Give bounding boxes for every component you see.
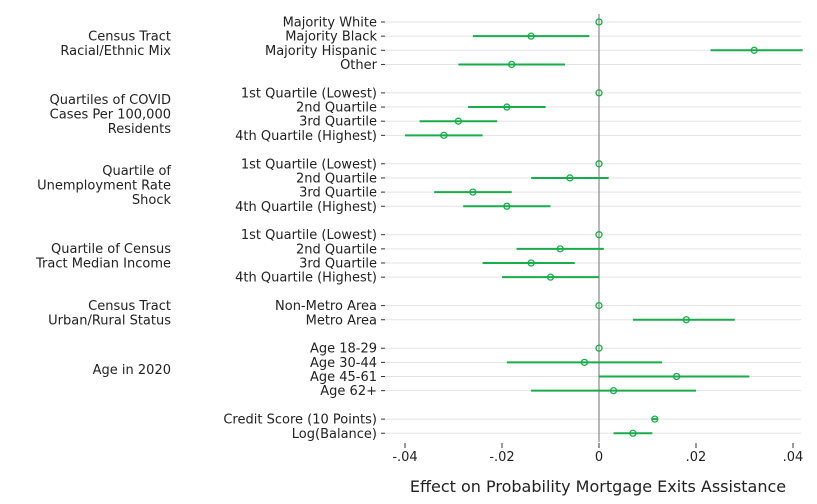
point-estimate bbox=[595, 301, 603, 310]
point-estimate bbox=[595, 231, 603, 239]
row-label: 1st Quartile (Lowest) bbox=[241, 86, 377, 101]
group-label: Tract Median Income bbox=[35, 257, 171, 272]
point-estimate bbox=[595, 344, 603, 352]
row-label: Majority White bbox=[283, 16, 377, 31]
group-label: Racial/Ethnic Mix bbox=[60, 44, 171, 59]
row-label: Age 45-61 bbox=[310, 370, 377, 385]
row-label: Age 18-29 bbox=[310, 342, 377, 357]
point-estimate bbox=[546, 273, 555, 281]
row-label: 3rd Quartile bbox=[299, 186, 377, 201]
group-label: Quartiles of COVID bbox=[50, 93, 172, 108]
row-label: Age 30-44 bbox=[310, 356, 377, 371]
group-label: Quartile of bbox=[102, 164, 171, 179]
x-tick-label: 0 bbox=[595, 450, 603, 465]
row-label: 1st Quartile (Lowest) bbox=[241, 228, 377, 243]
row-label: Age 62+ bbox=[320, 384, 377, 399]
row-label: 2nd Quartile bbox=[296, 101, 377, 116]
point-estimate bbox=[503, 103, 511, 111]
group-label: Census Tract bbox=[88, 29, 171, 44]
point-estimate bbox=[629, 429, 637, 437]
x-axis: -.04 -.02 0 .02 .04 bbox=[392, 443, 803, 465]
point-estimate bbox=[672, 372, 681, 381]
point-estimate bbox=[469, 188, 477, 196]
group-label: Unemployment Rate bbox=[37, 179, 171, 194]
x-tick-label: -.02 bbox=[489, 450, 514, 465]
point-estimate bbox=[440, 131, 448, 140]
point-estimate bbox=[595, 160, 603, 168]
x-tick-label: .04 bbox=[783, 450, 804, 465]
row-label: Metro Area bbox=[306, 313, 377, 328]
row-label: 4th Quartile (Highest) bbox=[235, 200, 377, 215]
row-label: 4th Quartile (Highest) bbox=[235, 271, 377, 286]
group-label: Age in 2020 bbox=[93, 363, 171, 378]
point-estimate bbox=[750, 46, 758, 54]
point-estimate bbox=[609, 386, 618, 395]
group-label: Residents bbox=[108, 122, 171, 137]
row-label: 4th Quartile (Highest) bbox=[235, 129, 377, 144]
point-estimate bbox=[651, 415, 659, 423]
row-label: Majority Hispanic bbox=[265, 44, 377, 59]
point-estimate bbox=[508, 60, 516, 69]
row-label: Majority Black bbox=[285, 30, 377, 45]
gridlines bbox=[385, 21, 801, 434]
group-label: Urban/Rural Status bbox=[48, 313, 171, 328]
row-label: 3rd Quartile bbox=[299, 115, 377, 130]
point-estimate bbox=[454, 117, 463, 125]
point-estimate bbox=[527, 32, 535, 40]
group-label: Shock bbox=[132, 193, 172, 208]
point-estimate bbox=[503, 202, 511, 210]
point-estimate bbox=[682, 316, 690, 324]
row-label: 2nd Quartile bbox=[296, 242, 377, 257]
point-estimate bbox=[595, 89, 603, 97]
point-estimate bbox=[580, 358, 589, 367]
row-label: 3rd Quartile bbox=[299, 257, 377, 272]
point-estimate bbox=[566, 174, 574, 182]
x-tick-label: -.04 bbox=[392, 450, 417, 465]
point-estimate bbox=[556, 245, 564, 253]
row-label: Credit Score (10 Points) bbox=[223, 413, 377, 428]
group-label: Cases Per 100,000 bbox=[50, 108, 171, 123]
group-label: Census Tract bbox=[88, 299, 171, 314]
row-label: 1st Quartile (Lowest) bbox=[241, 157, 377, 172]
point-estimates bbox=[440, 18, 758, 437]
row-label: Other bbox=[340, 58, 378, 73]
x-tick-label: .02 bbox=[686, 450, 707, 465]
point-estimate bbox=[595, 18, 603, 26]
x-axis-title: Effect on Probability Mortgage Exits Ass… bbox=[410, 477, 786, 496]
point-estimate bbox=[527, 259, 535, 267]
row-label: 2nd Quartile bbox=[296, 171, 377, 186]
row-label: Log(Balance) bbox=[292, 427, 377, 442]
row-label: Non-Metro Area bbox=[275, 299, 377, 314]
group-label: Quartile of Census bbox=[51, 242, 171, 257]
